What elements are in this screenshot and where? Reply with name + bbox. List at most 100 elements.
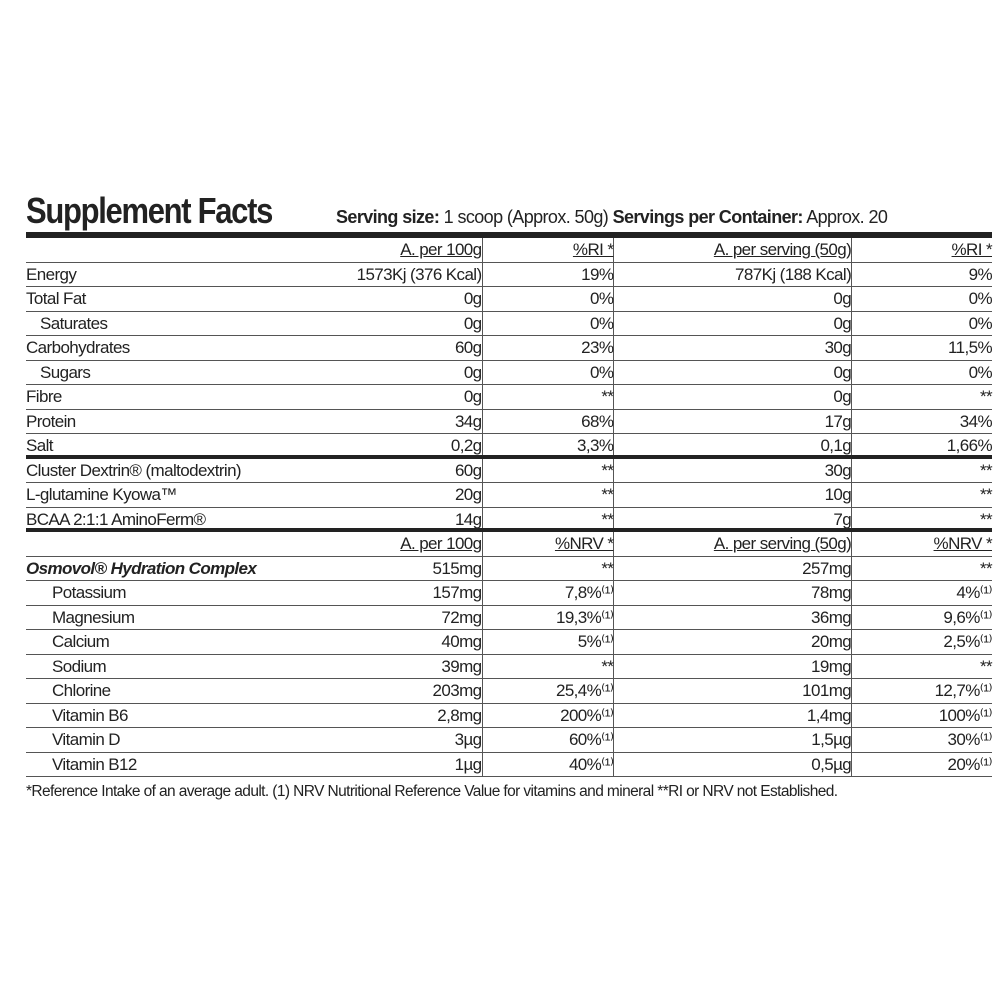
header-label xyxy=(26,238,356,262)
cell: 1,5µg xyxy=(614,728,853,752)
cell: ** xyxy=(979,460,993,480)
header-per-serving: A. per serving (50g) xyxy=(614,532,853,556)
table-row: Fibre 0g ** 0g ** xyxy=(26,385,993,410)
cell: 11,5% xyxy=(948,338,993,357)
row-label: Protein xyxy=(26,411,76,431)
cell: 9,6%⁽¹⁾ xyxy=(943,607,992,627)
cell: ** xyxy=(979,558,993,578)
serving-size-value: 1 scoop (Approx. 50g) xyxy=(443,207,609,227)
thick-divider xyxy=(26,232,992,238)
nrv-header-row: A. per 100g %NRV * A. per serving (50g) … xyxy=(26,532,993,557)
cell: 78mg xyxy=(614,581,853,605)
cell: ** xyxy=(483,483,615,507)
cell: ** xyxy=(483,458,615,482)
row-label: Chlorine xyxy=(52,681,111,700)
cell: 39mg xyxy=(356,654,483,678)
cell: 20g xyxy=(356,483,483,507)
table-row: Magnesium 72mg 19,3%⁽¹⁾ 36mg 9,6%⁽¹⁾ xyxy=(26,605,993,630)
header-per100: A. per 100g xyxy=(356,238,483,262)
table-row: Potassium 157mg 7,8%⁽¹⁾ 78mg 4%⁽¹⁾ xyxy=(26,581,993,606)
table-row: BCAA 2:1:1 AminoFerm® 14g ** 7g ** xyxy=(26,507,993,532)
cell: 0g xyxy=(614,287,853,311)
cell: 101mg xyxy=(614,679,853,703)
cell: 3,3% xyxy=(483,434,615,455)
table-row: Cluster Dextrin® (maltodextrin) 60g ** 30g *… xyxy=(26,458,993,483)
row-label: Sugars xyxy=(40,362,91,382)
cell: ** xyxy=(483,654,615,678)
cell: ** xyxy=(483,556,615,580)
cell: 203mg xyxy=(356,679,483,703)
row-label: Energy xyxy=(26,264,77,284)
header-nrv100: %NRV * xyxy=(483,532,615,556)
row-label: Vitamin D xyxy=(52,730,121,749)
cell: 0g xyxy=(356,287,483,311)
table-row: Carbohydrates 60g 23% 30g 11,5% xyxy=(26,336,993,361)
row-label: Vitamin B6 xyxy=(52,705,129,725)
row-label: Potassium xyxy=(52,583,127,602)
cell: 20mg xyxy=(614,630,853,654)
header-ri100: %RI * xyxy=(483,238,615,262)
header-per-serving: A. per serving (50g) xyxy=(614,238,853,262)
cell: ** xyxy=(979,509,993,529)
row-label: Total Fat xyxy=(26,289,86,308)
servings-value: Approx. 20 xyxy=(806,207,888,227)
cell: 3µg xyxy=(356,728,483,752)
supplement-facts-label: Supplement Facts Serving size: 1 scoop (… xyxy=(26,190,993,801)
cell: 30g xyxy=(614,458,853,482)
header-nrv-serving: %NRV * xyxy=(933,534,993,553)
table-row: Chlorine 203mg 25,4%⁽¹⁾ 101mg 12,7%⁽¹⁾ xyxy=(26,679,993,704)
servings-label: Servings per Container: xyxy=(612,207,804,227)
cell: 2,8mg xyxy=(356,703,483,727)
table-row: Vitamin B6 2,8mg 200%⁽¹⁾ 1,4mg 100%⁽¹⁾ xyxy=(26,703,993,728)
cell: 0% xyxy=(968,313,993,333)
cell: 60%⁽¹⁾ xyxy=(483,728,615,752)
cell: 14g xyxy=(356,507,483,529)
footnote: *Reference Intake of an average adult. (… xyxy=(26,783,838,800)
row-label: Calcium xyxy=(52,632,110,651)
cell: 68% xyxy=(483,409,615,433)
row-label: Magnesium xyxy=(52,607,135,627)
table-row: Saturates 0g 0% 0g 0% xyxy=(26,311,993,336)
cell: 0g xyxy=(614,385,853,409)
cell: 0g xyxy=(614,360,853,384)
cell: 19% xyxy=(483,262,615,286)
cell: 36mg xyxy=(614,605,853,629)
row-label: BCAA 2:1:1 AminoFerm® xyxy=(26,509,206,529)
header-ri-serving: %RI * xyxy=(951,240,993,259)
cell: 515mg xyxy=(356,556,483,580)
cell: 72mg xyxy=(356,605,483,629)
serving-size-label: Serving size: xyxy=(336,207,440,227)
cell: 10g xyxy=(614,483,853,507)
cell: 0% xyxy=(483,287,615,311)
cell: 787Kj (188 Kcal) xyxy=(614,262,853,286)
cell: 19mg xyxy=(614,654,853,678)
cell: 0% xyxy=(968,362,993,382)
cell: ** xyxy=(979,656,993,676)
cell: 1µg xyxy=(356,752,483,776)
table-row: Total Fat 0g 0% 0g 0% xyxy=(26,287,993,312)
cell: 0,1g xyxy=(614,434,853,455)
cell: 60g xyxy=(356,336,483,360)
table-row: L-glutamine Kyowa™ 20g ** 10g ** xyxy=(26,483,993,508)
table-row: Vitamin D 3µg 60%⁽¹⁾ 1,5µg 30%⁽¹⁾ xyxy=(26,728,993,753)
cell: 34% xyxy=(959,411,993,431)
cell: 2,5%⁽¹⁾ xyxy=(943,632,992,651)
cell: 40mg xyxy=(356,630,483,654)
cell: 200%⁽¹⁾ xyxy=(483,703,615,727)
cell: 100%⁽¹⁾ xyxy=(938,705,993,725)
row-label: Sodium xyxy=(52,656,107,676)
row-label: Fibre xyxy=(26,387,62,406)
table-row: Sugars 0g 0% 0g 0% xyxy=(26,360,993,385)
header-per100: A. per 100g xyxy=(356,532,483,556)
cell: 0% xyxy=(968,289,993,308)
cell: 40%⁽¹⁾ xyxy=(483,752,615,776)
row-label: Saturates xyxy=(40,313,108,333)
cell: 20%⁽¹⁾ xyxy=(947,754,993,774)
serving-info: Serving size: 1 scoop (Approx. 50g) Serv… xyxy=(336,207,888,228)
cell: ** xyxy=(979,485,993,504)
cell: 1,4mg xyxy=(614,703,853,727)
cell: 19,3%⁽¹⁾ xyxy=(483,605,615,629)
table-row: Vitamin B12 1µg 40%⁽¹⁾ 0,5µg 20%⁽¹⁾ xyxy=(26,752,993,777)
cell: 25,4%⁽¹⁾ xyxy=(483,679,615,703)
table-row: Salt 0,2g 3,3% 0,1g 1,66% xyxy=(26,434,993,459)
